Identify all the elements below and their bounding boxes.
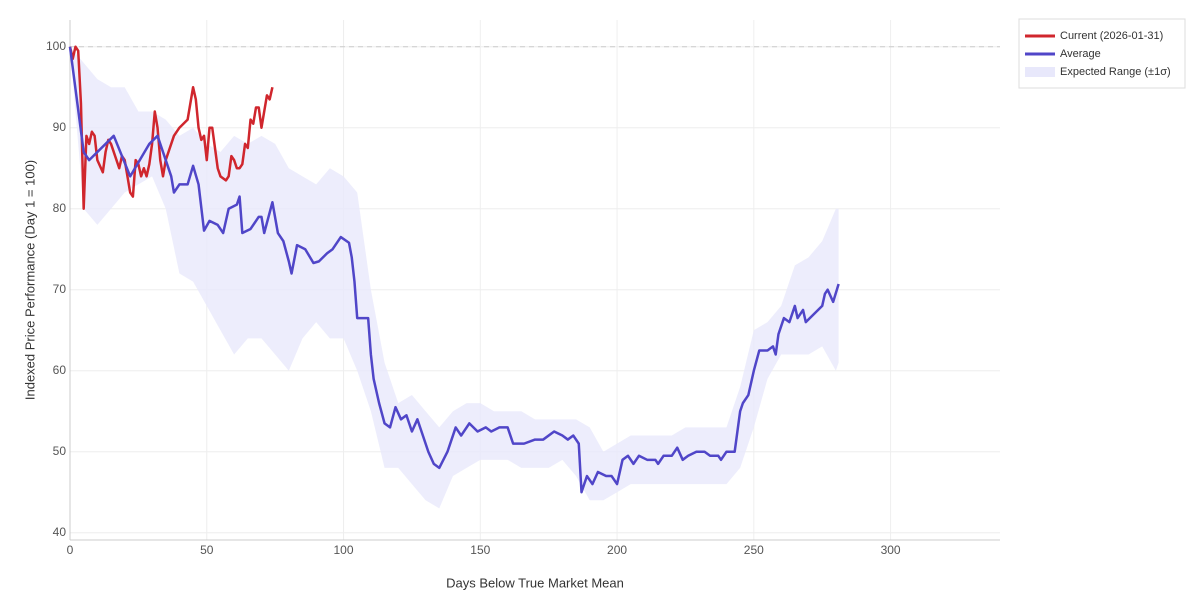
x-tick-label: 200	[607, 543, 627, 557]
y-tick-label: 60	[53, 363, 67, 377]
legend-label: Expected Range (±1σ)	[1060, 66, 1171, 78]
x-tick-label: 250	[744, 543, 764, 557]
legend-label: Current (2026-01-31)	[1060, 30, 1163, 42]
y-tick-label: 80	[53, 201, 67, 215]
x-tick-label: 300	[881, 543, 901, 557]
x-tick-label: 150	[470, 543, 490, 557]
legend-label: Average	[1060, 48, 1101, 60]
expected-range	[70, 46, 839, 509]
y-tick-label: 40	[53, 525, 67, 539]
x-tick-label: 0	[67, 543, 74, 557]
y-tick-label: 50	[53, 444, 67, 458]
series-line	[68, 46, 840, 494]
x-tick-label: 100	[334, 543, 354, 557]
x-tick-label: 50	[200, 543, 214, 557]
y-axis-label: Indexed Price Performance (Day 1 = 100)	[22, 160, 37, 400]
y-tick-label: 100	[46, 39, 66, 53]
legend-swatch	[1025, 67, 1055, 77]
series-line	[68, 45, 274, 210]
x-axis-label: Days Below True Market Mean	[446, 575, 624, 590]
y-tick-label: 70	[53, 282, 67, 296]
y-tick-label: 90	[53, 120, 67, 134]
